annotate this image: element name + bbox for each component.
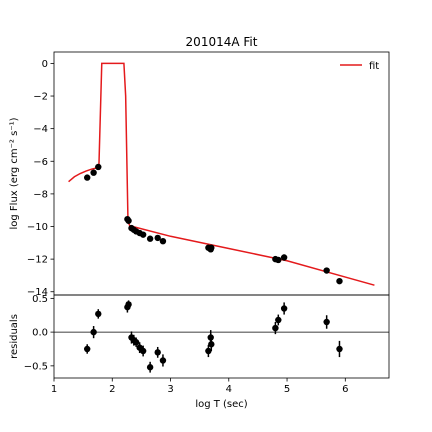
data-point bbox=[323, 267, 330, 274]
residuals-y-tick-label: −0.5 bbox=[24, 361, 48, 372]
x-tick-label: 6 bbox=[342, 384, 348, 395]
fit-line bbox=[68, 62, 375, 286]
chart-title: 201014A Fit bbox=[186, 35, 258, 49]
main-y-tick-label: 0 bbox=[42, 59, 48, 70]
data-point bbox=[154, 234, 161, 242]
main-y-tick-label: −4 bbox=[33, 124, 48, 135]
data-point bbox=[208, 244, 215, 251]
main-y-tick-label: −12 bbox=[27, 255, 48, 266]
residual-point bbox=[146, 364, 154, 371]
residual-point bbox=[205, 347, 212, 355]
residual-point bbox=[125, 301, 132, 308]
data-point bbox=[159, 237, 167, 245]
main-y-tick-label: −14 bbox=[27, 287, 48, 298]
main-y-tick-label: −6 bbox=[33, 157, 48, 168]
data-point bbox=[146, 235, 154, 242]
residual-point bbox=[272, 324, 279, 332]
main-panel: 201014A Fit 0 −2 −4 −6 −8 −10 −12 −14 log Flux … bbox=[9, 35, 390, 298]
residuals-y-tick-label: 0.5 bbox=[32, 294, 48, 305]
residual-point bbox=[95, 310, 102, 318]
residual-point bbox=[275, 316, 282, 324]
data-point bbox=[125, 217, 132, 224]
residuals-y-axis-label: residuals bbox=[9, 314, 20, 359]
data-point bbox=[275, 256, 282, 264]
main-y-axis-label: log Flux (erg cm⁻² s⁻¹) bbox=[9, 117, 20, 229]
data-point bbox=[280, 254, 288, 261]
residual-point bbox=[90, 328, 97, 336]
residual-point bbox=[154, 349, 161, 356]
data-points-series bbox=[84, 163, 343, 285]
data-point bbox=[336, 277, 343, 285]
fit-series bbox=[68, 62, 375, 286]
residual-point bbox=[159, 357, 167, 364]
residuals-plot-area bbox=[53, 294, 390, 379]
residual-points-series bbox=[84, 300, 343, 373]
x-axis-label: log T (sec) bbox=[195, 399, 247, 410]
legend-fit-label: fit bbox=[369, 61, 379, 72]
main-y-tick-label: −8 bbox=[33, 189, 48, 200]
data-point bbox=[90, 169, 97, 176]
residual-point bbox=[84, 345, 91, 353]
residuals-y-ticks: 0.5 0.0 −0.5 bbox=[24, 294, 54, 372]
residual-point bbox=[280, 305, 288, 312]
x-tick-label: 1 bbox=[51, 384, 57, 395]
residual-point bbox=[323, 318, 330, 326]
x-tick-label: 3 bbox=[167, 384, 173, 395]
data-point bbox=[95, 163, 102, 171]
residual-point bbox=[139, 347, 147, 355]
residuals-y-tick-label: 0.0 bbox=[32, 328, 48, 339]
residuals-panel: 0.5 0.0 −0.5 1 2 3 4 5 6 residuals log T (sec) bbox=[9, 294, 390, 410]
data-point bbox=[139, 231, 147, 238]
main-y-ticks: 0 −2 −4 −6 −8 −10 −12 −14 bbox=[27, 59, 54, 298]
x-tick-label: 2 bbox=[109, 384, 115, 395]
residual-point bbox=[132, 339, 140, 346]
x-tick-label: 4 bbox=[226, 384, 232, 395]
residual-point bbox=[336, 345, 343, 353]
main-plot-area bbox=[53, 51, 390, 296]
legend: fit bbox=[340, 61, 379, 72]
x-tick-label: 5 bbox=[284, 384, 290, 395]
residual-point bbox=[208, 341, 215, 348]
main-y-tick-label: −2 bbox=[33, 92, 48, 103]
residuals-x-ticks: 1 2 3 4 5 6 bbox=[51, 378, 348, 395]
data-point bbox=[84, 174, 91, 181]
main-y-tick-label: −10 bbox=[27, 222, 48, 233]
